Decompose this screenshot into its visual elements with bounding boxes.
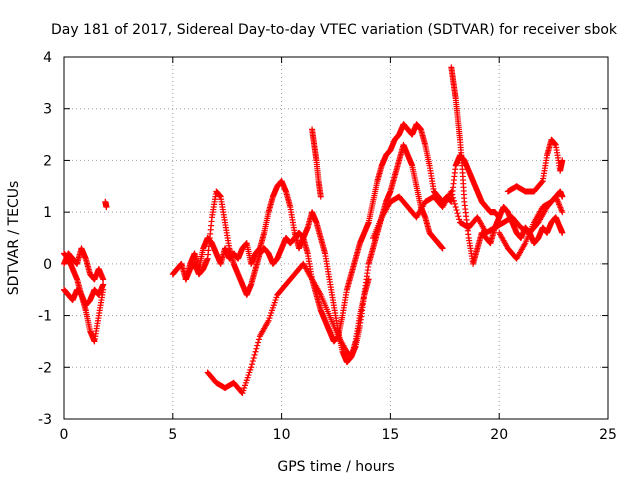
data-point-marker [450, 197, 457, 204]
x-tick-label: 25 [599, 427, 617, 443]
data-point-marker [253, 345, 260, 352]
chart-title: Day 181 of 2017, Sidereal Day-to-day VTE… [51, 22, 618, 38]
data-point-marker [439, 245, 446, 252]
data-point-marker [103, 203, 110, 210]
series-track-12 [448, 64, 566, 267]
series-track-14 [496, 188, 566, 262]
series-track-4 [102, 198, 110, 210]
y-tick-label: -2 [38, 360, 52, 376]
data-point-marker [538, 179, 545, 186]
data-point-marker [452, 203, 459, 210]
data-point-marker [448, 188, 455, 195]
data-point-marker [559, 229, 566, 236]
data-point-marker [559, 193, 566, 200]
y-axis-label: SDTVAR / TECUs [6, 181, 22, 296]
series-track-8 [309, 126, 324, 200]
data-point-marker [454, 210, 461, 217]
x-tick-label: 10 [273, 427, 291, 443]
data-point-marker [450, 194, 457, 201]
x-tick-label: 15 [381, 427, 399, 443]
y-tick-label: 1 [43, 205, 52, 221]
series-track-13 [504, 136, 566, 195]
data-point-marker [250, 354, 257, 361]
data-point-marker [456, 216, 463, 223]
data-point-marker [254, 342, 261, 349]
x-tick-label: 5 [168, 427, 177, 443]
data-point-marker [255, 336, 262, 343]
data-point-marker [100, 276, 107, 283]
data-point-marker [451, 200, 458, 207]
x-tick-label: 20 [490, 427, 508, 443]
data-point-marker [248, 364, 255, 371]
x-tick-label: 0 [60, 427, 69, 443]
y-tick-label: 0 [43, 257, 52, 273]
data-point-marker [252, 348, 259, 355]
data-point-marker [249, 358, 256, 365]
data-markers [61, 64, 566, 397]
y-tick-label: 4 [43, 50, 52, 66]
y-tick-label: 2 [43, 153, 52, 169]
data-point-marker [249, 361, 256, 368]
axis-ticks: 0 5 10 15 20 25 -3 -2 -1 0 1 2 3 4 [38, 50, 617, 443]
y-tick-label: -3 [38, 412, 52, 428]
data-point-marker [100, 286, 107, 293]
data-point-marker [251, 351, 258, 358]
data-point-marker [559, 157, 566, 164]
y-tick-label: 3 [43, 102, 52, 118]
data-point-marker [559, 209, 566, 216]
data-point-marker [255, 339, 262, 346]
series-track-6 [182, 188, 372, 345]
data-point-marker [100, 281, 107, 288]
data-point-marker [317, 193, 324, 200]
series-track-3 [61, 245, 107, 283]
plot-frame [63, 56, 609, 420]
data-point-marker [453, 207, 460, 214]
y-tick-label: -1 [38, 309, 52, 325]
data-point-marker [455, 213, 462, 220]
data-point-marker [449, 191, 456, 198]
series-track-7 [204, 260, 372, 397]
x-axis-label: GPS time / hours [277, 459, 394, 475]
grid-lines [64, 57, 608, 419]
series-track-2 [61, 286, 107, 345]
